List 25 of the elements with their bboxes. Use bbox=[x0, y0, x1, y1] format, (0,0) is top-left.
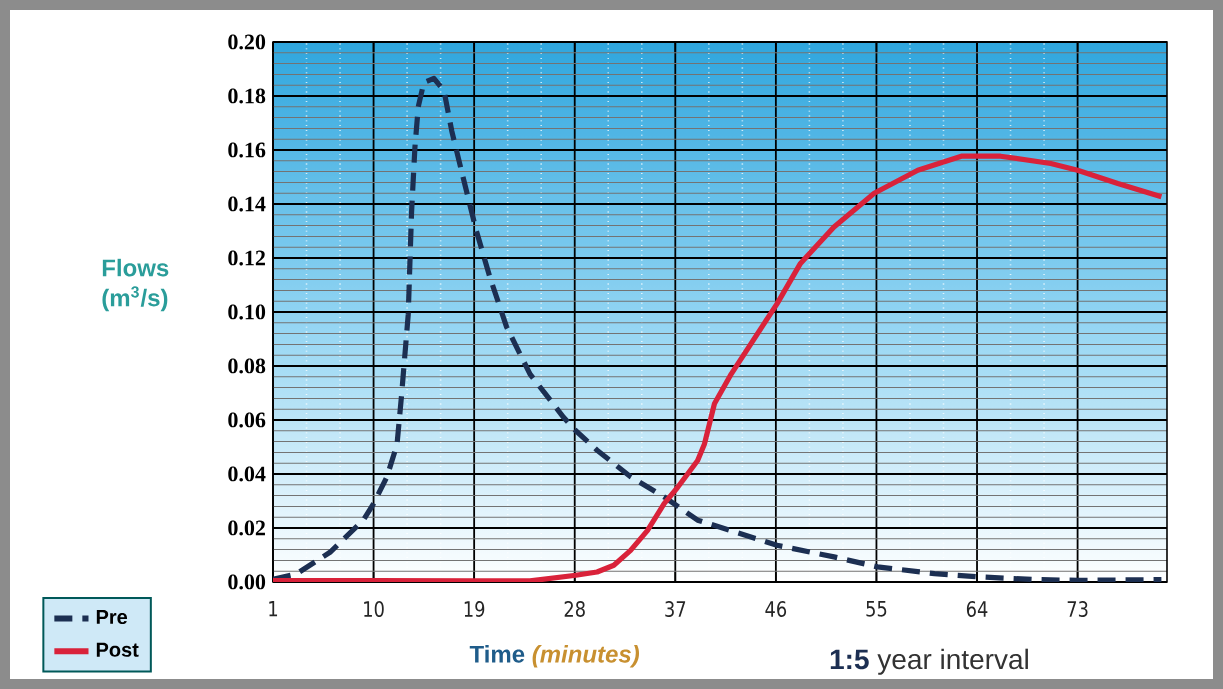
text: 1:5 year interval bbox=[830, 648, 1028, 675]
y-tick-label: 0.12 bbox=[228, 250, 265, 266]
x-tick-label: 28 bbox=[564, 601, 585, 617]
legend-label: Pre bbox=[96, 610, 128, 625]
y-tick-label: 0.06 bbox=[228, 412, 266, 428]
x-tick-label: 1 bbox=[269, 601, 278, 617]
y-tick-label: 0.10 bbox=[228, 304, 266, 320]
y-tick-label: 0.00 bbox=[228, 574, 266, 590]
y-tick-label: 0.08 bbox=[228, 358, 266, 374]
x-tick-label: 10 bbox=[364, 601, 384, 617]
x-tick-label: 46 bbox=[765, 601, 787, 617]
y-tick-label: 0.20 bbox=[228, 34, 266, 50]
x-tick-label: 37 bbox=[665, 601, 686, 617]
x-tick-label: 55 bbox=[866, 601, 887, 617]
y-tick-label: 0.02 bbox=[228, 520, 265, 536]
x-tick-label: 64 bbox=[966, 601, 988, 617]
x-tick-label: 19 bbox=[464, 601, 485, 617]
y-tick-label: 0.18 bbox=[228, 88, 266, 104]
x-axis-title: Time (minutes) bbox=[469, 645, 640, 668]
y-tick-label: 0.16 bbox=[228, 142, 266, 158]
y-tick-label: 0.14 bbox=[228, 196, 266, 212]
legend-label: Post bbox=[96, 642, 139, 657]
y-tick-label: 0.04 bbox=[228, 466, 266, 482]
y-axis-title: Flows (m$^{3}$/s) bbox=[102, 258, 169, 312]
x-tick-label: 73 bbox=[1067, 601, 1088, 617]
